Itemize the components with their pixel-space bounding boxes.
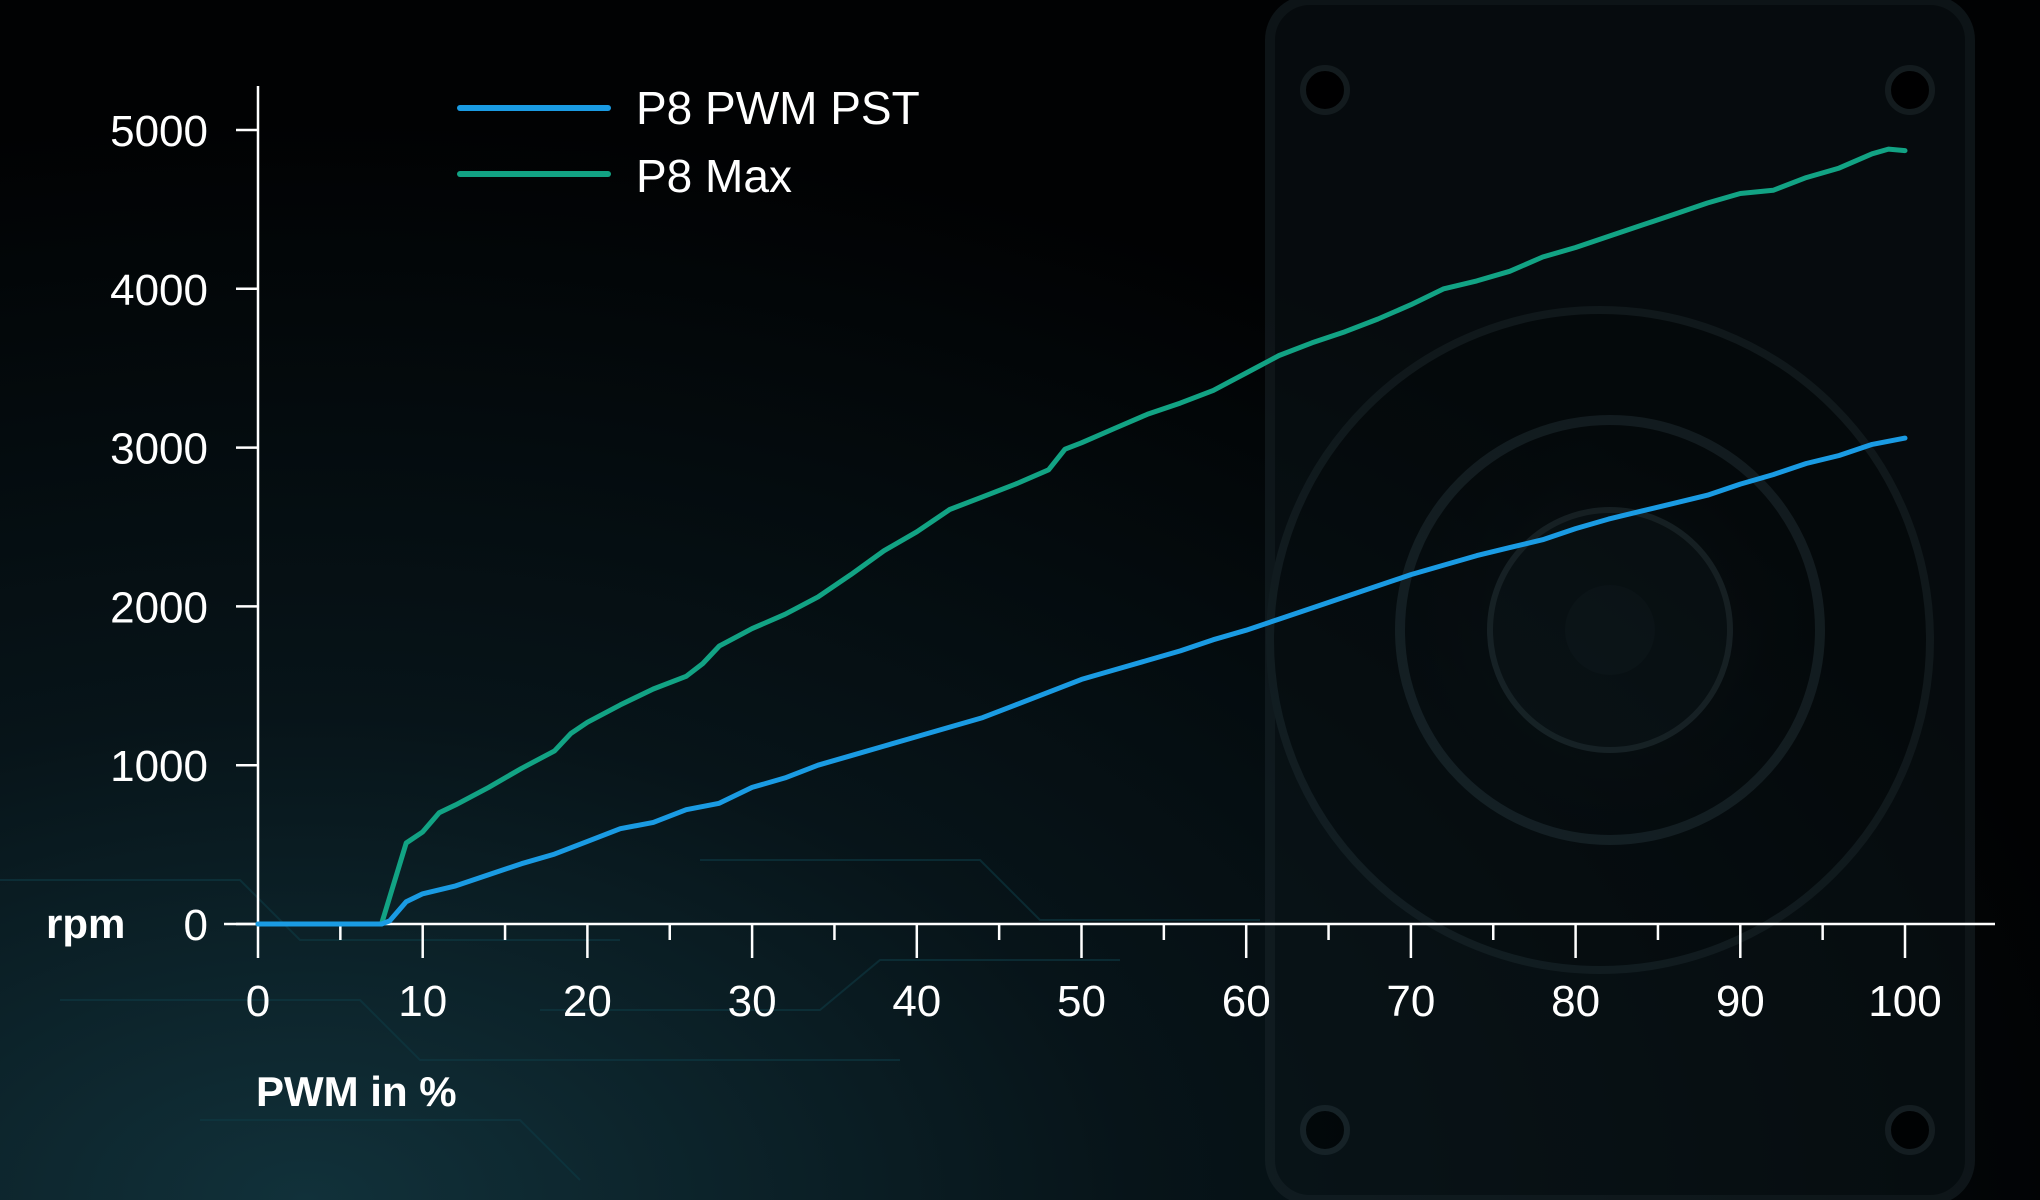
series-lines: [255, 146, 1908, 927]
x-tick-label: 90: [1716, 977, 1765, 1026]
y-axis-title: rpm: [46, 900, 125, 947]
x-tick-label: 70: [1386, 977, 1435, 1026]
x-tick-label: 80: [1551, 977, 1600, 1026]
series-line-p8-pwm-pst: [255, 435, 1908, 927]
fan-background-image: [1265, 0, 1975, 1200]
x-tick-label: 60: [1222, 977, 1271, 1026]
y-tick-label: 3000: [110, 425, 208, 474]
x-tick-label: 0: [246, 977, 270, 1026]
x-tick-label: 40: [892, 977, 941, 1026]
series-line-p8-max: [255, 146, 1908, 927]
x-tick-label: 100: [1868, 977, 1941, 1026]
x-axis-title: PWM in %: [256, 1068, 457, 1115]
legend-label-p8-pwm-pst: P8 PWM PST: [636, 82, 920, 134]
x-tick-label: 10: [398, 977, 447, 1026]
y-tick-label: 5000: [110, 107, 208, 156]
circuit-background: [0, 859, 1260, 1181]
x-tick-label: 30: [728, 977, 777, 1026]
x-tick-label: 50: [1057, 977, 1106, 1026]
y-tick-label: 0: [184, 901, 208, 950]
y-ticks: 0 1000 2000 3000 4000 5000: [110, 107, 258, 950]
x-tick-label: 20: [563, 977, 612, 1026]
y-tick-label: 2000: [110, 583, 208, 632]
y-tick-label: 1000: [110, 742, 208, 791]
legend: P8 PWM PST P8 Max: [457, 82, 920, 202]
x-ticks: 0 10 20 30 40 50 60 70 80 90 100: [246, 924, 1942, 1026]
y-tick-label: 4000: [110, 266, 208, 315]
legend-label-p8-max: P8 Max: [636, 150, 792, 202]
